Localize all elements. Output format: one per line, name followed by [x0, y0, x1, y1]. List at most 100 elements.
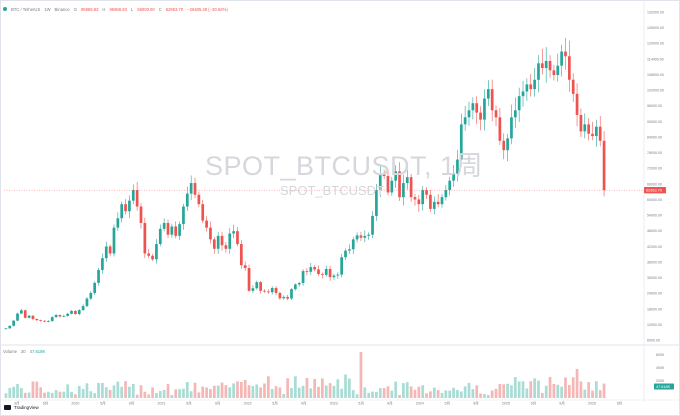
volume-bar — [494, 388, 498, 398]
volume-bar — [20, 388, 23, 398]
candle — [517, 87, 521, 123]
candle — [193, 177, 197, 199]
volume-bar — [398, 394, 401, 398]
candle — [189, 175, 193, 201]
volume-bar — [85, 383, 89, 398]
volume-bar — [259, 387, 262, 398]
candle — [548, 55, 552, 78]
price-tick-label: 6000.00 — [647, 339, 660, 343]
open-value: 95968.83 — [80, 6, 99, 12]
volume-bar — [371, 391, 374, 398]
volume-length: 20 — [20, 349, 26, 354]
volume-bar — [363, 387, 367, 398]
volume-bar — [185, 381, 189, 398]
candle — [247, 264, 251, 292]
volume-legend[interactable]: Volume 20 47.618K — [3, 349, 45, 354]
volume-bar — [402, 383, 405, 398]
volume-bar — [502, 384, 506, 398]
price-tick-label: 90000.00 — [647, 120, 662, 124]
time-tick-label: 5月 — [358, 401, 364, 406]
volume-bar — [54, 390, 58, 398]
candle — [394, 165, 398, 189]
time-tick-label: 2025 — [502, 402, 510, 406]
candle — [16, 312, 19, 322]
volume-label[interactable]: Volume — [3, 349, 17, 354]
exchange: Binance — [54, 6, 70, 12]
volume-bar — [274, 386, 278, 398]
volume-bar — [135, 394, 139, 398]
candle — [255, 280, 259, 290]
price-tick-label: 42000.00 — [647, 245, 662, 249]
volume-bar — [564, 377, 567, 398]
volume-bar — [471, 389, 475, 398]
volume-bar — [236, 381, 239, 398]
volume-bar — [560, 386, 563, 398]
price-tick-label: 48000.00 — [647, 229, 662, 233]
volume-bar — [263, 383, 266, 398]
volume-bar — [452, 387, 455, 398]
volume-last-label: 47.618K — [656, 385, 671, 389]
volume-bar — [89, 391, 93, 398]
candle — [178, 221, 181, 240]
volume-tick-label: 200K — [656, 379, 665, 383]
candle — [521, 80, 525, 107]
candle — [556, 53, 560, 82]
volume-bar — [147, 394, 151, 398]
volume-bar — [162, 390, 166, 398]
volume-bar — [348, 378, 351, 398]
volume-bar — [591, 390, 594, 398]
volume-bar — [344, 374, 347, 398]
candle — [510, 104, 513, 145]
volume-bar — [417, 386, 421, 398]
price-tick-label: 30000.00 — [647, 276, 662, 280]
price-tick-label: 60000.00 — [647, 198, 662, 202]
candle — [266, 289, 270, 294]
candle — [321, 272, 324, 279]
candle — [282, 295, 286, 300]
volume-bar — [490, 390, 494, 398]
volume-bar — [182, 388, 185, 398]
volume-bar — [131, 383, 135, 398]
volume-bar — [517, 381, 521, 398]
candle — [444, 185, 448, 201]
volume-bars — [4, 352, 606, 398]
volume-bar — [456, 389, 459, 398]
volume-bar — [529, 381, 533, 398]
volume-bar — [313, 378, 316, 398]
candle — [575, 83, 579, 127]
brand-footer[interactable]: TradingView — [4, 405, 39, 410]
price-tick-label: 66000.00 — [647, 182, 662, 186]
candle — [139, 203, 143, 229]
symbol-name[interactable]: BTC / TetherUS — [11, 6, 41, 12]
candle — [54, 313, 58, 318]
candle — [413, 193, 417, 206]
candle — [224, 241, 228, 253]
volume-bar — [58, 391, 62, 398]
candle — [479, 106, 482, 131]
high-label: H — [102, 6, 106, 12]
volume-bar — [575, 368, 579, 398]
volume-bar — [409, 386, 413, 398]
volume-bar — [587, 382, 590, 398]
tradingview-logo-icon — [4, 405, 11, 410]
candle — [579, 108, 583, 137]
candle — [552, 64, 556, 81]
volume-bar — [224, 385, 228, 398]
volume-bar — [359, 352, 363, 398]
volume-bar — [81, 388, 85, 398]
candle — [351, 237, 355, 255]
volume-bar — [367, 392, 371, 398]
candle — [170, 223, 174, 238]
symbol-legend[interactable]: BTC / TetherUS 1W Binance O 95968.83 H 959… — [3, 4, 228, 14]
candle — [486, 80, 490, 107]
candle — [31, 315, 35, 321]
volume-bar — [143, 391, 147, 398]
candle — [151, 253, 154, 261]
candle — [463, 105, 467, 131]
time-tick-label: 9月 — [215, 401, 221, 406]
last-price-label: 62963.70 — [646, 189, 662, 193]
candle — [8, 325, 12, 329]
volume-bar — [436, 390, 440, 398]
interval[interactable]: 1W — [44, 6, 51, 12]
